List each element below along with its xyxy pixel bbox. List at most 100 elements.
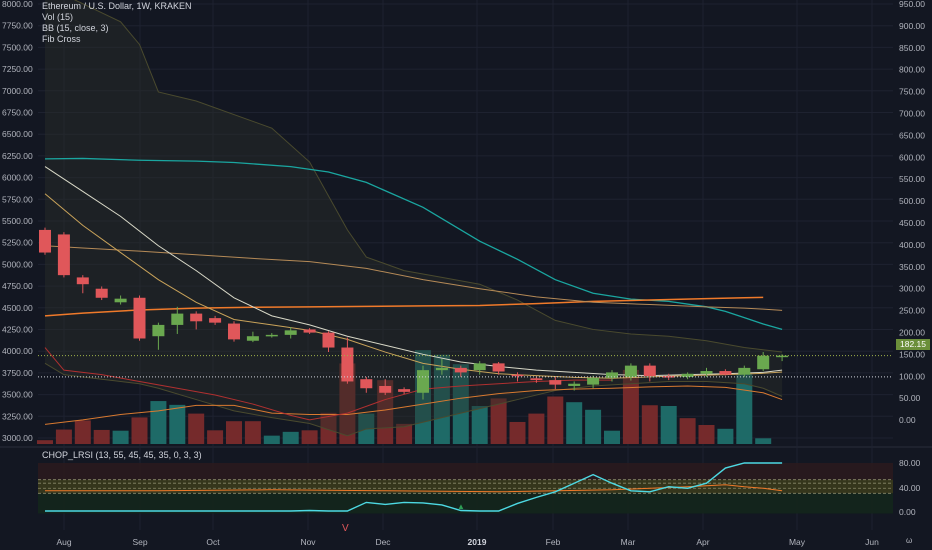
left-axis-tick: 7750.00 [2, 21, 33, 31]
moving-averages [44, 157, 783, 425]
candle-body [700, 371, 713, 374]
sub-axis-tick: 0.00 [899, 507, 916, 517]
right-axis-tick: 750.00 [899, 87, 925, 97]
candle-body [681, 373, 694, 377]
bollinger-upper [73, 0, 783, 353]
x-axis-label: Dec [375, 537, 391, 547]
left-axis-tick: 4000.00 [2, 346, 33, 356]
left-axis-tick: 7250.00 [2, 64, 33, 74]
left-axis-tick: 4250.00 [2, 325, 33, 335]
x-axis-label: Apr [696, 537, 709, 547]
volume-bar [755, 438, 772, 444]
subpane-title[interactable]: CHOP_LRSI (13, 55, 45, 45, 35, 0, 3, 3) [42, 450, 202, 460]
volume-bar [93, 429, 110, 444]
right-axis-tick: 300.00 [899, 284, 925, 294]
right-axis-tick: 850.00 [899, 43, 925, 53]
right-axis-tick: 450.00 [899, 218, 925, 228]
right-axis-tick: 650.00 [899, 130, 925, 140]
last-price-tag: 182.15 [896, 339, 930, 350]
candle-body [95, 288, 108, 298]
candle-body [209, 318, 222, 323]
right-axis-tick: 700.00 [899, 109, 925, 119]
left-axis-tick: 6500.00 [2, 129, 33, 139]
candle-body [435, 367, 448, 371]
volume-bar [622, 369, 639, 444]
left-axis-tick: 4500.00 [2, 303, 33, 313]
right-axis-tick: 950.00 [899, 0, 925, 9]
x-axis-label: Aug [56, 537, 71, 547]
candles[interactable] [39, 227, 789, 400]
x-axis-label: May [789, 537, 806, 547]
volume-bar [471, 406, 488, 444]
right-axis-tick: 200.00 [899, 328, 925, 338]
candle-body [757, 355, 770, 370]
candle-body [360, 379, 373, 389]
volume-bar [396, 423, 413, 444]
volume-bar [244, 421, 261, 444]
upper-zone [38, 463, 893, 480]
right-axis-tick: 100.00 [899, 371, 925, 381]
ma-yellow-line [44, 193, 783, 379]
candle-body [492, 363, 505, 372]
ma-teal-line [44, 157, 783, 331]
x-axis-label: Sep [132, 537, 147, 547]
volume-bar [736, 373, 753, 444]
volume-bar [585, 409, 602, 444]
candle-body [114, 298, 127, 303]
ma-tan-line [44, 245, 783, 311]
candle-body [606, 372, 618, 378]
candle-body [322, 332, 335, 348]
down-marker-icon: V [342, 523, 349, 534]
volume-bar [263, 435, 280, 444]
candle-body [133, 297, 146, 339]
volume-bar [282, 431, 299, 444]
right-axis-tick: 0.00 [899, 415, 916, 425]
chop-orange-line [45, 484, 783, 493]
volume-bar [604, 430, 620, 444]
volume-bar [509, 421, 526, 444]
candle-body [246, 336, 259, 341]
volume-bar [301, 430, 318, 444]
volume-bar [698, 425, 715, 444]
volume-bar [150, 401, 167, 444]
volume-bar [641, 405, 658, 444]
volume-bar [207, 430, 224, 444]
volume-bar [339, 363, 356, 444]
legend-title[interactable]: Ethereum / U.S. Dollar, 1W, KRAKEN [42, 1, 192, 11]
candle-body [39, 229, 51, 253]
bollinger-lower [44, 362, 783, 437]
right-axis-tick: 500.00 [899, 196, 925, 206]
legend-fib-cross[interactable]: Fib Cross [42, 34, 81, 44]
candle-body [530, 378, 543, 381]
x-axis-label: Feb [546, 537, 561, 547]
lower-zone [38, 493, 893, 514]
volume-bar [320, 412, 337, 444]
left-axis-tick: 6250.00 [2, 151, 33, 161]
legend-bollinger[interactable]: BB (15, close, 3) [42, 23, 109, 33]
volume-bar [226, 421, 242, 444]
chop-lrsi-pane[interactable]: ▲V [38, 462, 893, 534]
volume-bar [112, 430, 129, 444]
lrsi-line [45, 462, 783, 512]
volume-bar [490, 398, 507, 444]
settings-icon[interactable]: ω [906, 536, 913, 545]
ma-red-line [44, 347, 612, 421]
sub-axis-tick: 80.00 [899, 458, 921, 468]
left-axis-tick: 3250.00 [2, 411, 33, 421]
volume-bar [37, 440, 53, 444]
candle-body [719, 371, 732, 375]
up-marker-icon: ▲ [457, 502, 465, 511]
x-axis-label: 2019 [468, 537, 487, 547]
sub-axis-tick: 40.00 [899, 483, 921, 493]
right-axis-tick: 900.00 [899, 21, 925, 31]
candle-body [341, 347, 354, 382]
candle-body [643, 365, 656, 377]
candle-body [379, 385, 392, 393]
right-axis-tick: 250.00 [899, 306, 925, 316]
x-axis-label: Jun [865, 537, 879, 547]
candle-body [473, 363, 486, 371]
left-axis-tick: 5500.00 [2, 216, 33, 226]
legend-volume[interactable]: Vol (15) [42, 12, 74, 22]
